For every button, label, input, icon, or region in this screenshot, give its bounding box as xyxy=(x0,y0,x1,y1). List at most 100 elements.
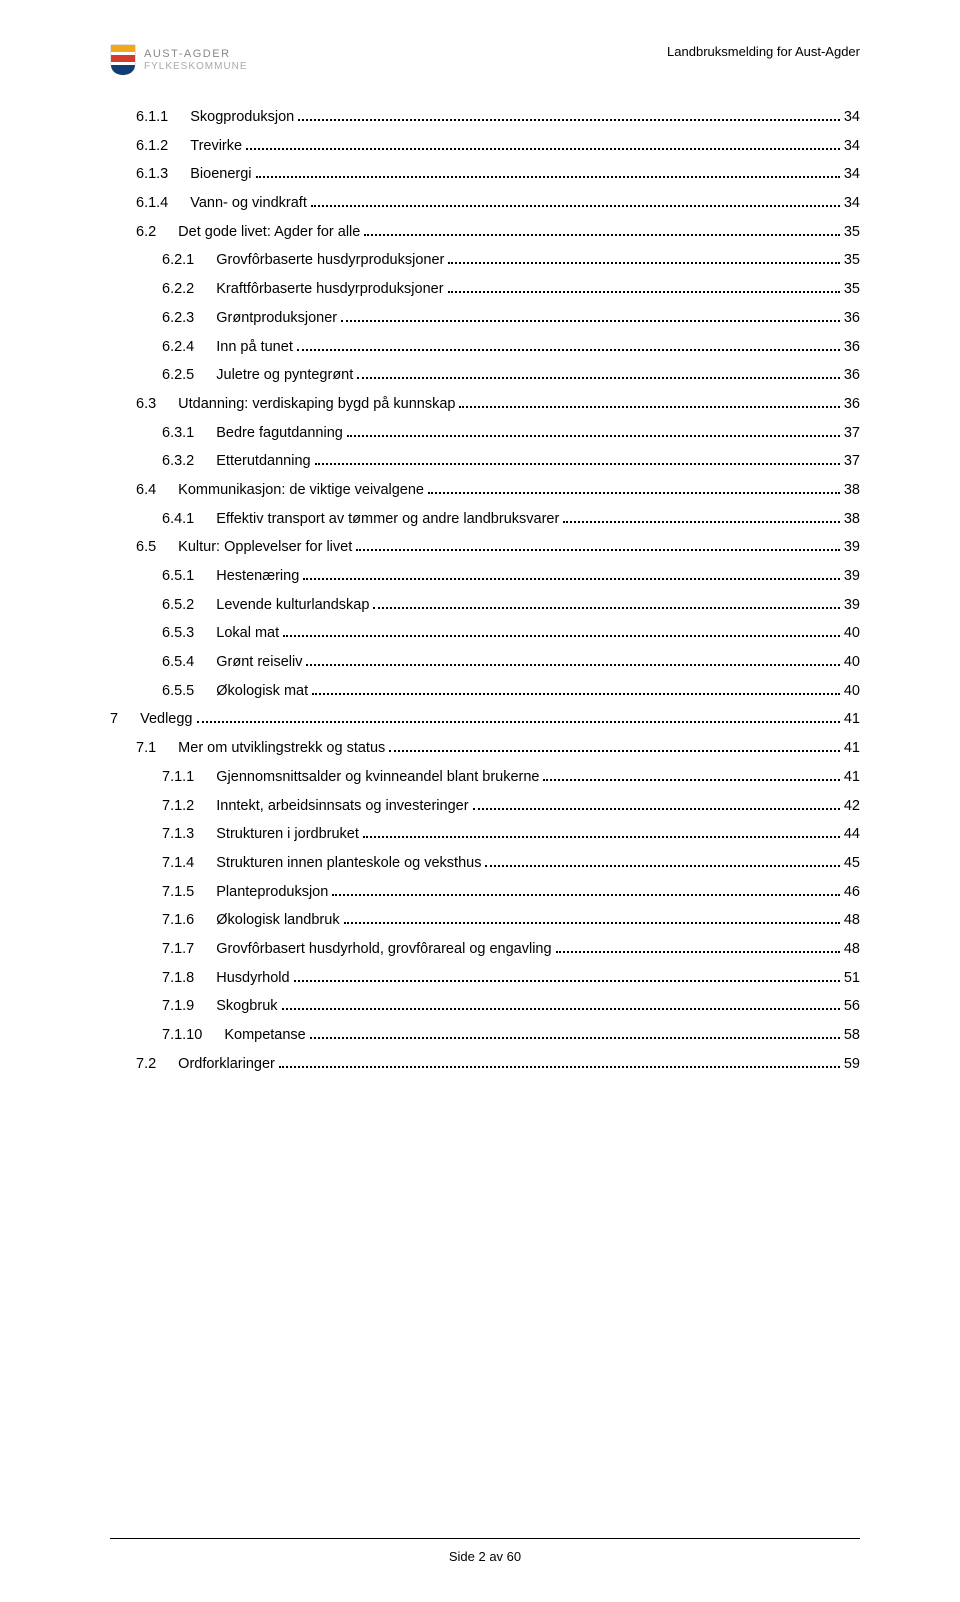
toc-page-number: 34 xyxy=(844,110,860,125)
toc-entry[interactable]: 7.1Mer om utviklingstrekk og status41 xyxy=(110,741,860,756)
toc-entry[interactable]: 6.1.3Bioenergi34 xyxy=(110,167,860,182)
toc-entry[interactable]: 7.1.4Strukturen innen planteskole og vek… xyxy=(110,856,860,871)
toc-page-number: 40 xyxy=(844,684,860,699)
toc-number: 7.1.1 xyxy=(162,770,216,785)
toc-title: Grøntproduksjoner xyxy=(216,311,337,326)
toc-number: 6.4 xyxy=(136,483,178,498)
toc-number: 6.1.3 xyxy=(136,167,190,182)
toc-leader-dots xyxy=(197,721,840,723)
toc-entry[interactable]: 6.3Utdanning: verdiskaping bygd på kunns… xyxy=(110,397,860,412)
toc-page-number: 40 xyxy=(844,626,860,641)
toc-number: 6.2 xyxy=(136,225,178,240)
toc-entry[interactable]: 6.2.3Grøntproduksjoner36 xyxy=(110,311,860,326)
toc-number: 6.3.2 xyxy=(162,454,216,469)
toc-entry[interactable]: 6.1.2Trevirke34 xyxy=(110,139,860,154)
toc-title: Planteproduksjon xyxy=(216,885,328,900)
toc-title: Strukturen innen planteskole og veksthus xyxy=(216,856,481,871)
toc-page-number: 42 xyxy=(844,799,860,814)
toc-number: 7.1.7 xyxy=(162,942,216,957)
toc-entry[interactable]: 6.2.4Inn på tunet36 xyxy=(110,340,860,355)
toc-leader-dots xyxy=(344,922,840,924)
toc-page-number: 45 xyxy=(844,856,860,871)
toc-entry[interactable]: 7.1.2Inntekt, arbeidsinnsats og invester… xyxy=(110,799,860,814)
toc-number: 6.5.3 xyxy=(162,626,216,641)
toc-title: Kommunikasjon: de viktige veivalgene xyxy=(178,483,424,498)
toc-entry[interactable]: 7.1.3Strukturen i jordbruket44 xyxy=(110,827,860,842)
toc-entry[interactable]: 6.5.4Grønt reiseliv40 xyxy=(110,655,860,670)
toc-page-number: 51 xyxy=(844,971,860,986)
page-footer: Side 2 av 60 xyxy=(110,1538,860,1564)
toc-entry[interactable]: 7.1.5Planteproduksjon46 xyxy=(110,885,860,900)
toc-entry[interactable]: 6.1.1Skogproduksjon34 xyxy=(110,110,860,125)
toc-entry[interactable]: 7.1.6Økologisk landbruk48 xyxy=(110,913,860,928)
toc-page-number: 36 xyxy=(844,311,860,326)
toc-entry[interactable]: 6.5Kultur: Opplevelser for livet39 xyxy=(110,540,860,555)
toc-title: Grovfôrbasert husdyrhold, grovfôrareal o… xyxy=(216,942,551,957)
org-line1: AUST-AGDER xyxy=(144,49,248,60)
toc-page-number: 34 xyxy=(844,167,860,182)
toc-page-number: 48 xyxy=(844,913,860,928)
toc-page-number: 34 xyxy=(844,196,860,211)
toc-title: Skogproduksjon xyxy=(190,110,294,125)
toc-number: 7.1.4 xyxy=(162,856,216,871)
toc-entry[interactable]: 6.2.5Juletre og pyntegrønt 36 xyxy=(110,368,860,383)
toc-number: 6.4.1 xyxy=(162,512,216,527)
toc-page-number: 39 xyxy=(844,598,860,613)
toc-entry[interactable]: 7.1.9Skogbruk56 xyxy=(110,999,860,1014)
toc-title: Økologisk landbruk xyxy=(216,913,339,928)
toc-title: Levende kulturlandskap xyxy=(216,598,369,613)
toc-page-number: 41 xyxy=(844,741,860,756)
toc-title: Juletre og pyntegrønt xyxy=(216,368,353,383)
toc-leader-dots xyxy=(310,1037,840,1039)
toc-number: 6.5.1 xyxy=(162,569,216,584)
toc-number: 6.5.5 xyxy=(162,684,216,699)
toc-number: 6.2.1 xyxy=(162,253,216,268)
toc-leader-dots xyxy=(473,808,840,810)
toc-leader-dots xyxy=(306,664,839,666)
toc-entry[interactable]: 6.2.1Grovfôrbaserte husdyrproduksjoner35 xyxy=(110,253,860,268)
toc-leader-dots xyxy=(563,521,840,523)
toc-leader-dots xyxy=(256,176,840,178)
toc-leader-dots xyxy=(294,980,840,982)
toc-number: 7.1.10 xyxy=(162,1028,224,1043)
toc-entry[interactable]: 7.2Ordforklaringer59 xyxy=(110,1057,860,1072)
toc-entry[interactable]: 7.1.1Gjennomsnittsalder og kvinneandel b… xyxy=(110,770,860,785)
toc-entry[interactable]: 6.4.1Effektiv transport av tømmer og and… xyxy=(110,512,860,527)
toc-page-number: 41 xyxy=(844,712,860,727)
toc-entry[interactable]: 7.1.10Kompetanse58 xyxy=(110,1028,860,1043)
toc-page-number: 35 xyxy=(844,225,860,240)
org-line2: FYLKESKOMMUNE xyxy=(144,62,248,72)
toc-entry[interactable]: 6.2.2Kraftfôrbaserte husdyrproduksjoner3… xyxy=(110,282,860,297)
toc-page-number: 36 xyxy=(844,397,860,412)
toc-entry[interactable]: 6.5.2Levende kulturlandskap39 xyxy=(110,598,860,613)
toc-entry[interactable]: 6.5.3Lokal mat40 xyxy=(110,626,860,641)
toc-entry[interactable]: 7.1.8Husdyrhold51 xyxy=(110,971,860,986)
toc-entry[interactable]: 6.5.1Hestenæring39 xyxy=(110,569,860,584)
toc-entry[interactable]: 6.3.2Etterutdanning37 xyxy=(110,454,860,469)
toc-entry[interactable]: 6.5.5Økologisk mat40 xyxy=(110,684,860,699)
toc-page-number: 59 xyxy=(844,1057,860,1072)
toc-entry[interactable]: 6.1.4Vann- og vindkraft34 xyxy=(110,196,860,211)
toc-leader-dots xyxy=(448,262,840,264)
toc-title: Utdanning: verdiskaping bygd på kunnskap xyxy=(178,397,455,412)
toc-number: 6.2.5 xyxy=(162,368,216,383)
toc-title: Det gode livet: Agder for alle xyxy=(178,225,360,240)
toc-leader-dots xyxy=(389,750,840,752)
toc-title: Trevirke xyxy=(190,139,242,154)
toc-leader-dots xyxy=(448,291,840,293)
toc-page-number: 36 xyxy=(844,368,860,383)
toc-leader-dots xyxy=(364,234,840,236)
toc-entry[interactable]: 6.3.1Bedre fagutdanning37 xyxy=(110,426,860,441)
toc-page-number: 46 xyxy=(844,885,860,900)
toc-entry[interactable]: 7Vedlegg41 xyxy=(110,712,860,727)
toc-page-number: 36 xyxy=(844,340,860,355)
toc-title: Hestenæring xyxy=(216,569,299,584)
toc-page-number: 56 xyxy=(844,999,860,1014)
toc-leader-dots xyxy=(373,607,839,609)
toc-number: 6.5.4 xyxy=(162,655,216,670)
toc-title: Mer om utviklingstrekk og status xyxy=(178,741,385,756)
toc-title: Kultur: Opplevelser for livet xyxy=(178,540,352,555)
toc-entry[interactable]: 7.1.7Grovfôrbasert husdyrhold, grovfôrar… xyxy=(110,942,860,957)
toc-entry[interactable]: 6.2Det gode livet: Agder for alle 35 xyxy=(110,225,860,240)
toc-entry[interactable]: 6.4Kommunikasjon: de viktige veivalgene3… xyxy=(110,483,860,498)
